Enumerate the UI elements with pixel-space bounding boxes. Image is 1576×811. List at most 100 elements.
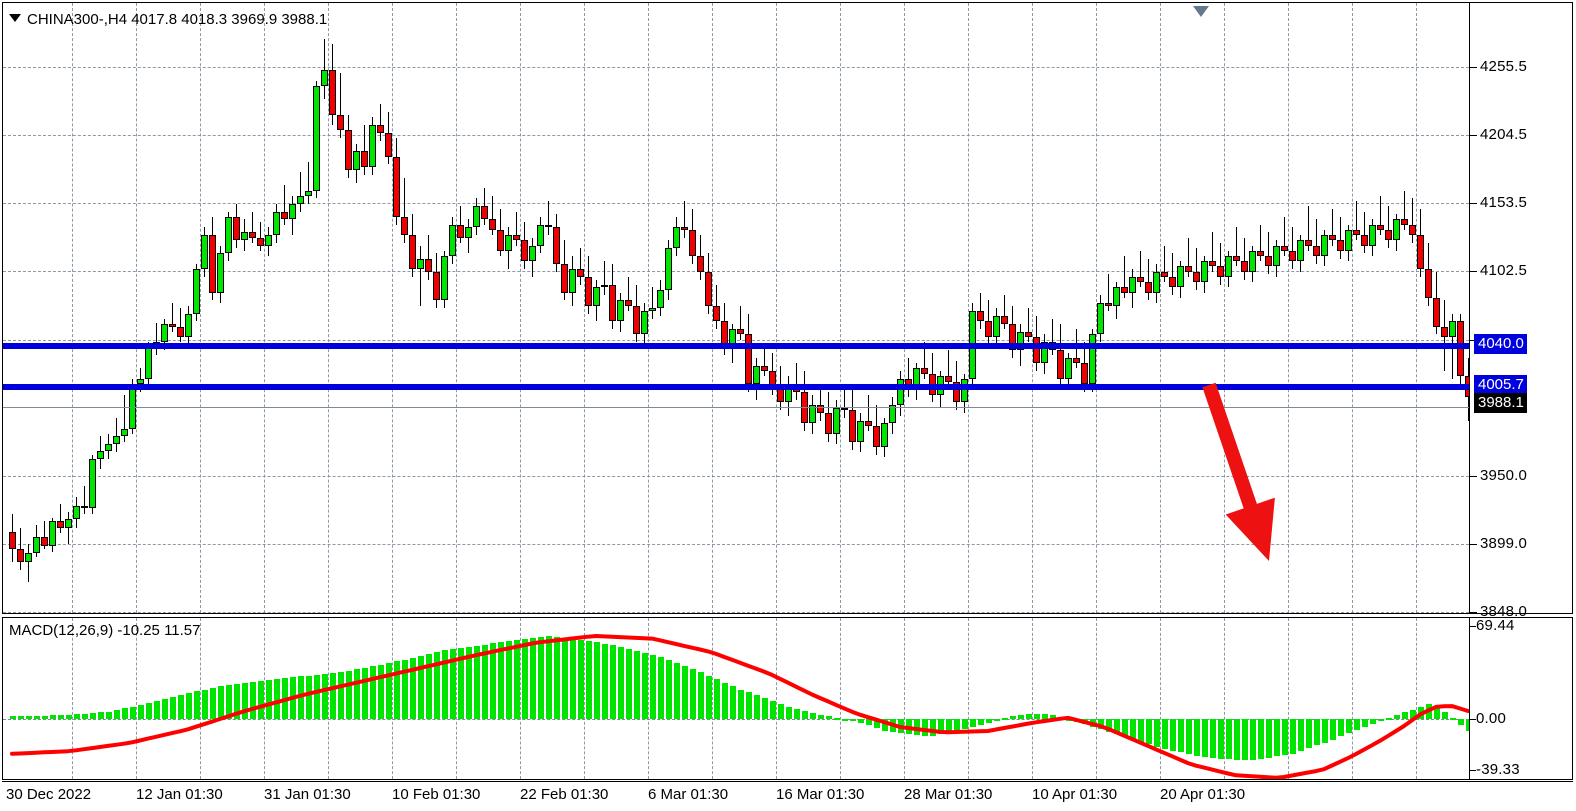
- candle-body: [49, 521, 56, 547]
- macd-plot-area[interactable]: MACD(12,26,9) -10.25 11.57: [3, 618, 1469, 779]
- price-plot-area[interactable]: CHINA300-,H4 4017.8 4018.3 3969.9 3988.1: [3, 3, 1469, 613]
- macd-histogram-bar: [1193, 719, 1200, 756]
- macd-histogram-bar: [1289, 719, 1296, 755]
- gridline-vertical: [1352, 3, 1353, 613]
- last-price-tag[interactable]: 3988.1: [1474, 393, 1527, 413]
- candle-wick: [1028, 308, 1029, 343]
- chart-menu-caret-icon[interactable]: [9, 14, 21, 22]
- price-level-tag[interactable]: 4005.7: [1474, 375, 1527, 395]
- candle-body: [265, 235, 272, 246]
- candle-body: [1449, 321, 1456, 338]
- price-chart-pane[interactable]: CHINA300-,H4 4017.8 4018.3 3969.9 3988.1…: [2, 2, 1573, 620]
- macd-histogram-bar: [1145, 719, 1152, 745]
- candle-body: [81, 505, 88, 509]
- candle-body: [1353, 229, 1360, 236]
- candle-wick: [1004, 295, 1005, 330]
- candle-body: [577, 269, 584, 277]
- time-axis-label: 10 Apr 01:30: [1032, 786, 1118, 803]
- candle-wick: [484, 188, 485, 225]
- macd-histogram-bar: [193, 691, 200, 719]
- candle-body: [17, 548, 24, 562]
- candle-wick: [20, 528, 21, 570]
- gridline-vertical: [648, 3, 649, 613]
- candle-wick: [28, 543, 29, 582]
- macd-histogram-bar: [161, 698, 168, 719]
- macd-histogram-bar: [761, 698, 768, 719]
- candle-body: [1321, 235, 1328, 256]
- candle-body: [489, 219, 496, 230]
- candle-body: [1369, 224, 1376, 246]
- candle-body: [945, 376, 952, 382]
- candle-body: [313, 86, 320, 191]
- candle-body: [41, 537, 48, 547]
- candle-wick: [548, 201, 549, 236]
- gridline-vertical: [840, 618, 841, 779]
- macd-histogram-bar: [737, 689, 744, 719]
- candle-wick: [60, 504, 61, 534]
- price-axis-tick: [1470, 135, 1477, 136]
- macd-histogram-bar: [57, 715, 64, 719]
- candle-wick: [924, 342, 925, 379]
- gridline-vertical: [1352, 618, 1353, 779]
- time-axis-label: 30 Dec 2022: [6, 786, 92, 803]
- candle-body: [681, 227, 688, 230]
- gridline-vertical: [1288, 618, 1289, 779]
- gridline-horizontal: [3, 271, 1469, 272]
- candle-body: [1377, 224, 1384, 230]
- time-axis-label: 16 Mar 01:30: [776, 786, 865, 803]
- gridline-vertical: [520, 618, 521, 779]
- price-axis-label: 3848.0: [1480, 603, 1528, 620]
- candle-body: [1409, 224, 1416, 236]
- candle-wick: [116, 418, 117, 453]
- candle-body: [1361, 235, 1368, 246]
- macd-histogram-bar: [1225, 719, 1232, 760]
- candle-body: [1441, 326, 1448, 338]
- price-level-tag[interactable]: 4040.0: [1474, 334, 1527, 354]
- gridline-vertical: [264, 3, 265, 613]
- candle-body: [329, 70, 336, 115]
- candle-wick: [308, 161, 309, 204]
- macd-histogram-bar: [313, 674, 320, 719]
- macd-histogram-bar: [433, 652, 440, 719]
- candle-body: [1193, 271, 1200, 283]
- candle-body: [105, 444, 112, 451]
- price-axis-tick: [1470, 612, 1477, 613]
- macd-indicator-pane[interactable]: MACD(12,26,9) -10.25 11.57 69.44 0.00 -39.…: [2, 617, 1573, 780]
- candle-wick: [1244, 237, 1245, 280]
- macd-histogram-bar: [1305, 719, 1312, 749]
- candle-wick: [516, 211, 517, 246]
- macd-histogram-bar: [393, 661, 400, 719]
- candle-body: [1385, 229, 1392, 241]
- macd-histogram-bar: [1273, 719, 1280, 757]
- macd-histogram-bar: [769, 701, 776, 719]
- candle-body: [1009, 324, 1016, 351]
- macd-histogram-bar: [1257, 719, 1264, 759]
- candle-body: [961, 378, 968, 403]
- price-axis-tick: [1470, 544, 1477, 545]
- support-resistance-line[interactable]: [3, 384, 1469, 390]
- candle-wick: [1188, 237, 1189, 277]
- candle-body: [705, 271, 712, 306]
- candle-wick: [1108, 274, 1109, 311]
- macd-histogram-bar: [185, 693, 192, 719]
- candle-wick: [1052, 318, 1053, 356]
- candle-body: [897, 378, 904, 406]
- macd-histogram-bar: [1137, 719, 1144, 742]
- time-axis[interactable]: 30 Dec 2022 12 Jan 01:30 31 Jan 01:30 10 Fe…: [2, 781, 1573, 810]
- gridline-vertical: [1032, 3, 1033, 613]
- macd-histogram-bar: [1017, 714, 1024, 719]
- macd-histogram-bar: [1209, 719, 1216, 759]
- candle-wick: [1148, 258, 1149, 301]
- candle-body: [625, 300, 632, 306]
- support-resistance-line[interactable]: [3, 343, 1469, 349]
- price-axis-label: 3950.0: [1480, 467, 1528, 484]
- macd-histogram-bar: [777, 704, 784, 719]
- gridline-horizontal: [3, 67, 1469, 68]
- current-price-line[interactable]: [3, 407, 1469, 408]
- macd-histogram-bar: [209, 687, 216, 719]
- gridline-vertical: [712, 3, 713, 613]
- candle-body: [193, 269, 200, 314]
- down-arrow-annotation[interactable]: [3, 3, 1469, 613]
- time-axis-label: 10 Feb 01:30: [392, 786, 481, 803]
- candle-body: [481, 206, 488, 220]
